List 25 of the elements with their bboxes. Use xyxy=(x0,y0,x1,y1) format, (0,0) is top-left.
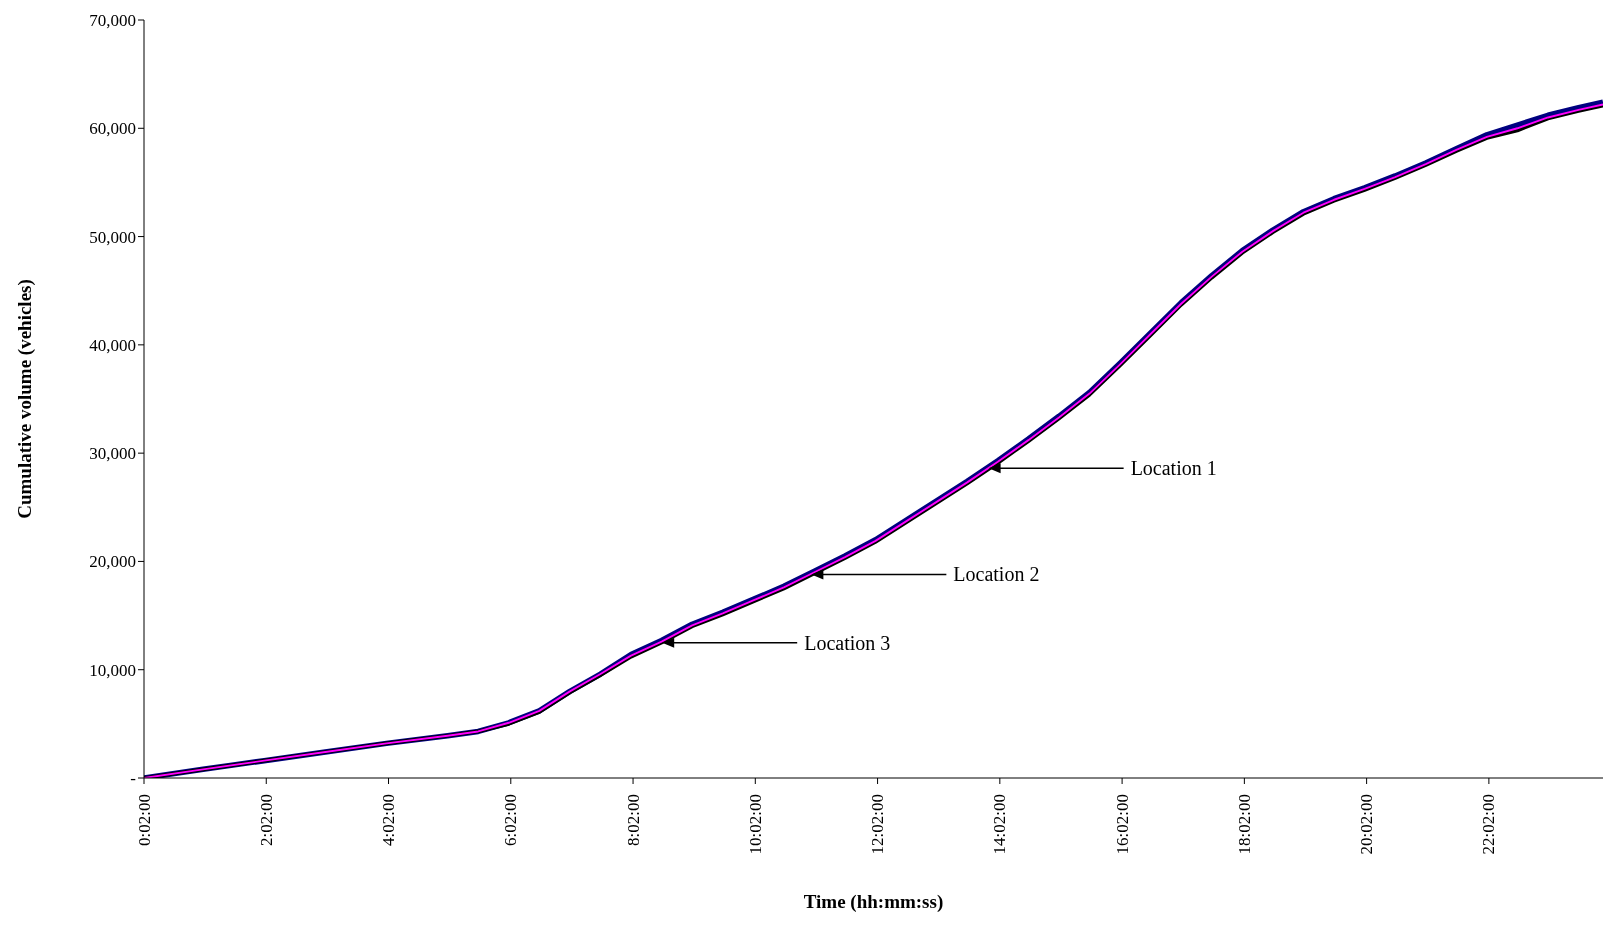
x-axis-title: Time (hh:mm:ss) xyxy=(803,891,944,913)
x-tick-label: 20:02:00 xyxy=(1357,794,1377,855)
x-tick-label: 22:02:00 xyxy=(1479,794,1499,855)
x-tick-label: 6:02:00 xyxy=(501,794,521,846)
y-axis-title: Cumulative volume (vehicles) xyxy=(13,279,36,519)
y-tick-label: 70,000 xyxy=(89,11,136,31)
x-tick-label: 16:02:00 xyxy=(1112,794,1132,855)
y-tick-label: 50,000 xyxy=(89,227,136,247)
y-tick-label: 60,000 xyxy=(89,119,136,139)
x-tick-label: 0:02:00 xyxy=(134,794,154,846)
y-tick-label: 20,000 xyxy=(89,552,136,572)
y-tick-label: 30,000 xyxy=(89,444,136,464)
y-tick-label: - xyxy=(130,769,137,789)
x-tick-label: 4:02:00 xyxy=(379,794,399,846)
x-tick-label: 12:02:00 xyxy=(868,794,888,855)
y-tick-label: 10,000 xyxy=(89,660,136,680)
annotation: Location 3 xyxy=(804,631,891,654)
x-tick-label: 8:02:00 xyxy=(623,794,643,846)
annotation: Location 1 xyxy=(1130,457,1217,480)
x-tick-label: 14:02:00 xyxy=(990,794,1010,855)
y-tick-label: 40,000 xyxy=(89,335,136,355)
x-tick-label: 2:02:00 xyxy=(256,794,276,846)
x-tick-label: 18:02:00 xyxy=(1234,794,1254,855)
x-tick-label: 10:02:00 xyxy=(745,794,765,855)
annotation: Location 2 xyxy=(953,563,1040,586)
